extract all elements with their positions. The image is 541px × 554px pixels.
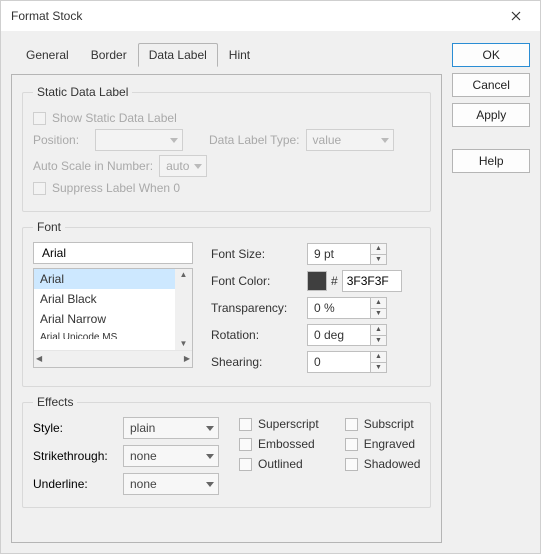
spin-up-icon[interactable]: ▲: [370, 243, 387, 254]
list-item[interactable]: Arial Narrow: [34, 309, 175, 329]
suppress-label-checkbox: [33, 182, 46, 195]
window-title: Format Stock: [11, 9, 82, 23]
ok-button[interactable]: OK: [452, 43, 530, 67]
transparency-label: Transparency:: [211, 301, 301, 315]
left-pane: General Border Data Label Hint Static Da…: [11, 41, 442, 543]
superscript-label: Superscript: [258, 417, 319, 431]
embossed-label: Embossed: [258, 437, 315, 451]
list-item[interactable]: Arial Unicode MS: [34, 329, 175, 339]
font-color-hex-input[interactable]: 3F3F3F: [342, 270, 402, 292]
spin-down-icon[interactable]: ▼: [370, 362, 387, 374]
right-pane: OK Cancel Apply Help: [452, 41, 530, 543]
font-name-input[interactable]: [33, 242, 193, 264]
rotation-label: Rotation:: [211, 328, 301, 342]
font-size-spinner[interactable]: 9 pt ▲▼: [307, 243, 387, 265]
scroll-up-icon: ▲: [180, 271, 188, 279]
embossed-checkbox[interactable]: [239, 438, 252, 451]
tab-panel: Static Data Label Show Static Data Label…: [11, 74, 442, 543]
auto-scale-value: auto: [166, 159, 189, 173]
font-name-field[interactable]: [40, 245, 186, 261]
suppress-label-text: Suppress Label When 0: [52, 181, 180, 195]
chevron-down-icon: [194, 164, 202, 169]
shearing-value[interactable]: 0: [307, 351, 371, 373]
static-data-label-legend: Static Data Label: [33, 85, 132, 99]
data-label-type-value: value: [313, 133, 342, 147]
spin-up-icon[interactable]: ▲: [370, 324, 387, 335]
shearing-spinner[interactable]: 0 ▲▼: [307, 351, 387, 373]
rotation-value[interactable]: 0 deg: [307, 324, 371, 346]
font-size-value[interactable]: 9 pt: [307, 243, 371, 265]
shearing-label: Shearing:: [211, 355, 301, 369]
font-size-label: Font Size:: [211, 247, 301, 261]
shadowed-checkbox[interactable]: [345, 458, 358, 471]
spin-up-icon[interactable]: ▲: [370, 351, 387, 362]
style-label: Style:: [33, 421, 117, 435]
effects-legend: Effects: [33, 395, 77, 409]
font-color-label: Font Color:: [211, 274, 301, 288]
spin-down-icon[interactable]: ▼: [370, 254, 387, 266]
superscript-checkbox[interactable]: [239, 418, 252, 431]
effects-group: Effects Style: plain Strikethrough: none…: [22, 395, 431, 508]
tab-general[interactable]: General: [15, 43, 80, 67]
engraved-label: Engraved: [364, 437, 415, 451]
list-item[interactable]: Arial: [34, 269, 175, 289]
static-data-label-group: Static Data Label Show Static Data Label…: [22, 85, 431, 212]
chevron-down-icon: [206, 482, 214, 487]
strikethrough-label: Strikethrough:: [33, 449, 117, 463]
scroll-left-icon: ◀: [36, 355, 42, 363]
position-select: [95, 129, 183, 151]
show-static-label-text: Show Static Data Label: [52, 111, 177, 125]
spin-down-icon[interactable]: ▼: [370, 335, 387, 347]
list-item[interactable]: Arial Black: [34, 289, 175, 309]
spin-down-icon[interactable]: ▼: [370, 308, 387, 320]
chevron-down-icon: [206, 426, 214, 431]
transparency-value[interactable]: 0 %: [307, 297, 371, 319]
transparency-spinner[interactable]: 0 % ▲▼: [307, 297, 387, 319]
help-button[interactable]: Help: [452, 149, 530, 173]
tabs: General Border Data Label Hint: [11, 41, 442, 66]
scrollbar-vertical[interactable]: ▲ ▼: [175, 269, 192, 350]
outlined-label: Outlined: [258, 457, 303, 471]
subscript-label: Subscript: [364, 417, 414, 431]
scroll-right-icon: ▶: [184, 355, 190, 363]
position-label: Position:: [33, 133, 89, 147]
tab-hint[interactable]: Hint: [218, 43, 261, 67]
apply-button[interactable]: Apply: [452, 103, 530, 127]
close-icon: [511, 11, 521, 21]
scroll-down-icon: ▼: [180, 340, 188, 348]
auto-scale-select: auto: [159, 155, 207, 177]
font-color-swatch[interactable]: [307, 271, 327, 291]
tab-data-label[interactable]: Data Label: [138, 43, 218, 67]
subscript-checkbox[interactable]: [345, 418, 358, 431]
rotation-spinner[interactable]: 0 deg ▲▼: [307, 324, 387, 346]
data-label-type-label: Data Label Type:: [209, 133, 300, 147]
hash-label: #: [331, 274, 338, 288]
dialog-body: General Border Data Label Hint Static Da…: [1, 31, 540, 553]
chevron-down-icon: [170, 138, 178, 143]
shadowed-label: Shadowed: [364, 457, 421, 471]
scrollbar-horizontal[interactable]: ◀ ▶: [34, 350, 192, 367]
data-label-type-select: value: [306, 129, 394, 151]
titlebar: Format Stock: [1, 1, 540, 31]
outlined-checkbox[interactable]: [239, 458, 252, 471]
font-listbox[interactable]: Arial Arial Black Arial Narrow Arial Uni…: [33, 268, 193, 368]
style-select[interactable]: plain: [123, 417, 219, 439]
tab-border[interactable]: Border: [80, 43, 138, 67]
underline-select[interactable]: none: [123, 473, 219, 495]
engraved-checkbox[interactable]: [345, 438, 358, 451]
cancel-button[interactable]: Cancel: [452, 73, 530, 97]
font-legend: Font: [33, 220, 65, 234]
underline-label: Underline:: [33, 477, 117, 491]
chevron-down-icon: [381, 138, 389, 143]
close-button[interactable]: [500, 4, 532, 28]
dialog-window: Format Stock General Border Data Label H…: [0, 0, 541, 554]
show-static-label-checkbox: [33, 112, 46, 125]
chevron-down-icon: [206, 454, 214, 459]
font-group: Font Arial Arial Black Arial Narrow: [22, 220, 431, 387]
auto-scale-label: Auto Scale in Number:: [33, 159, 153, 173]
spin-up-icon[interactable]: ▲: [370, 297, 387, 308]
strikethrough-select[interactable]: none: [123, 445, 219, 467]
